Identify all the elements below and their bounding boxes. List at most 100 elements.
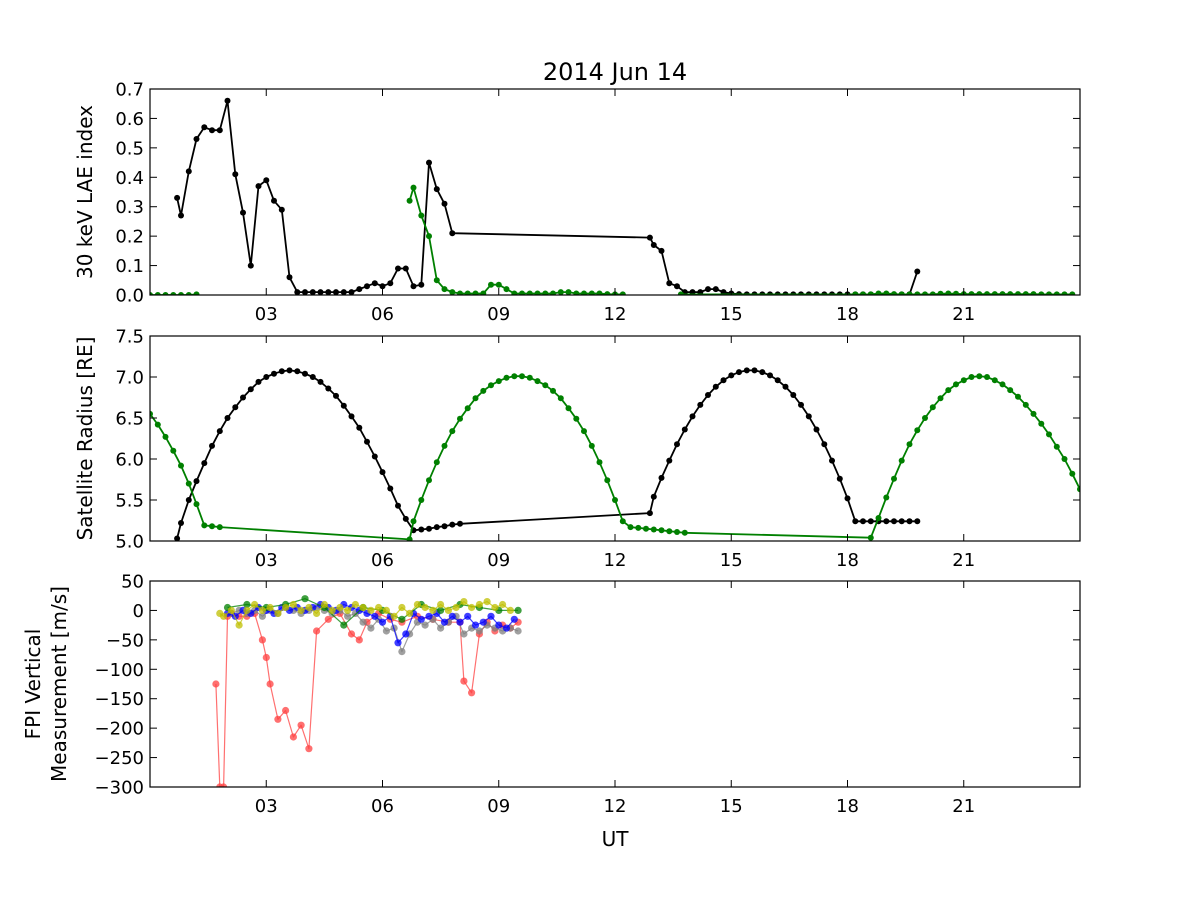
radius-series-0-point: [402, 515, 409, 522]
lae-y-tick-label: 0.0: [115, 286, 144, 307]
radius-series-1-point: [526, 374, 533, 381]
fpi-series-2-point: [402, 630, 410, 638]
lae-series-1-point: [154, 292, 161, 295]
radius-series-0-point: [209, 442, 215, 449]
lae-series-0-point: [255, 183, 262, 190]
radius-series-0-point: [441, 523, 448, 530]
radius-series-1-point: [209, 523, 215, 530]
lae-series-1-point: [991, 291, 998, 295]
radius-series-0-point: [371, 453, 378, 460]
radius-series-0-point: [836, 475, 843, 482]
radius-y-tick-label: 7.0: [115, 368, 144, 389]
lae-series-0-point: [286, 274, 293, 281]
radius-y-tick-label: 6.0: [115, 450, 144, 471]
radius-series-1-point: [883, 494, 890, 501]
lae-series-1-point: [503, 286, 510, 293]
radius-series-0-point: [364, 438, 370, 445]
fpi-series-3-point: [340, 621, 348, 629]
radius-series-1-point: [480, 387, 487, 394]
fpi-series-4-point: [336, 603, 344, 612]
fpi-series-2-point: [487, 612, 495, 620]
radius-x-tick-label: 18: [836, 550, 859, 571]
lae-x-tick-label: 18: [836, 304, 859, 325]
radius-series-0-point: [736, 369, 742, 376]
fpi-y-tick-label: −100: [95, 660, 144, 681]
radius-y-axis-label: Satellite Radius [RE]: [73, 337, 97, 541]
radius-series-0-point: [650, 493, 657, 500]
fpi-series-4-point: [406, 609, 414, 618]
lae-series-1-point: [976, 291, 983, 295]
radius-series-0-point: [255, 378, 262, 385]
radius-series-1-point: [426, 477, 432, 484]
lae-series-0-point: [646, 234, 653, 241]
radius-x-tick-label: 06: [371, 550, 394, 571]
fpi-series-2-point: [425, 612, 433, 620]
fpi-series-4-point: [429, 606, 437, 615]
fpi-series-4-point: [452, 603, 460, 612]
lae-series-1-point: [185, 292, 192, 295]
fpi-series-0-point: [282, 706, 290, 715]
lae-series-0-point: [433, 186, 440, 193]
radius-series-1-point: [457, 415, 463, 422]
radius-series-0-point: [821, 441, 828, 448]
fpi-x-tick-label: 06: [371, 796, 394, 817]
fpi-x-tick-label: 15: [720, 796, 743, 817]
radius-series-0-point: [333, 392, 339, 399]
lae-series-1-point: [418, 212, 425, 219]
lae-y-tick-label: 0.7: [115, 80, 144, 101]
lae-series-1-point: [542, 290, 549, 295]
radius-series-0-point: [689, 413, 696, 420]
fpi-series-2-point: [440, 618, 449, 626]
fpi-series-4-point: [305, 603, 313, 612]
lae-series-1-point: [984, 291, 990, 295]
lae-y-tick-label: 0.6: [115, 109, 144, 130]
radius-series-1-point: [984, 374, 990, 380]
fpi-series-4-point: [320, 600, 328, 609]
lae-series-0-point: [658, 247, 665, 254]
lae-series-1-point: [480, 290, 487, 295]
fpi-y-axis-label-line: Measurement [m/s]: [47, 586, 71, 782]
radius-series-1-point: [193, 501, 200, 508]
radius-series-0-point: [813, 426, 820, 433]
lae-y-tick-label: 0.3: [115, 197, 144, 218]
radius-series-0-point: [309, 374, 316, 380]
fpi-series-4-point: [266, 603, 274, 612]
radius-series-1-point: [406, 536, 413, 541]
lae-series-1-point: [852, 291, 859, 295]
lae-series-1-point: [1061, 291, 1068, 295]
lae-series-0-point: [271, 197, 277, 204]
fpi-series-4-point: [235, 621, 243, 629]
radius-series-1-point: [891, 475, 897, 482]
fpi-series-4-point: [468, 603, 476, 612]
lae-series-1-point: [867, 291, 874, 295]
radius-series-0-point: [782, 383, 789, 390]
radius-series-1-point: [1069, 470, 1076, 477]
fpi-series-3-point: [301, 595, 309, 603]
radius-series-1-point: [612, 497, 618, 503]
fpi-series-4-point: [491, 603, 499, 612]
radius-series-1-point: [937, 395, 944, 402]
radius-series-1-point: [472, 395, 479, 402]
lae-series-0-point: [348, 289, 355, 295]
fpi-y-tick-label: 0: [133, 601, 144, 622]
fpi-series-4-point: [382, 606, 390, 615]
lae-series-1-point: [677, 291, 684, 295]
radius-series-1-point: [495, 378, 502, 385]
lae-series-1-point: [178, 292, 184, 295]
panel-fpi: 03 06 09 12 15 18 21 −300 −250 −200 −150 −100 −50 0 50…: [21, 572, 1081, 817]
fpi-x-tick-label: 09: [487, 796, 510, 817]
lae-series-1-point: [929, 291, 936, 295]
fpi-series-4-point: [390, 612, 398, 620]
radius-series-0-point: [743, 367, 750, 374]
radius-series-1-point: [1015, 393, 1021, 400]
radius-series-1-point: [914, 427, 921, 434]
radius-series-0-line: [176, 369, 918, 539]
fpi-series-3-point: [437, 606, 445, 615]
radius-series-0-point: [852, 518, 859, 525]
radius-series-0-point: [705, 392, 711, 398]
fpi-series-4-point: [251, 600, 259, 609]
radius-series-1-point: [519, 373, 525, 380]
lae-series-0-point: [379, 283, 386, 290]
lae-series-0-point: [317, 289, 324, 295]
lae-y-tick-label: 0.5: [115, 138, 144, 159]
